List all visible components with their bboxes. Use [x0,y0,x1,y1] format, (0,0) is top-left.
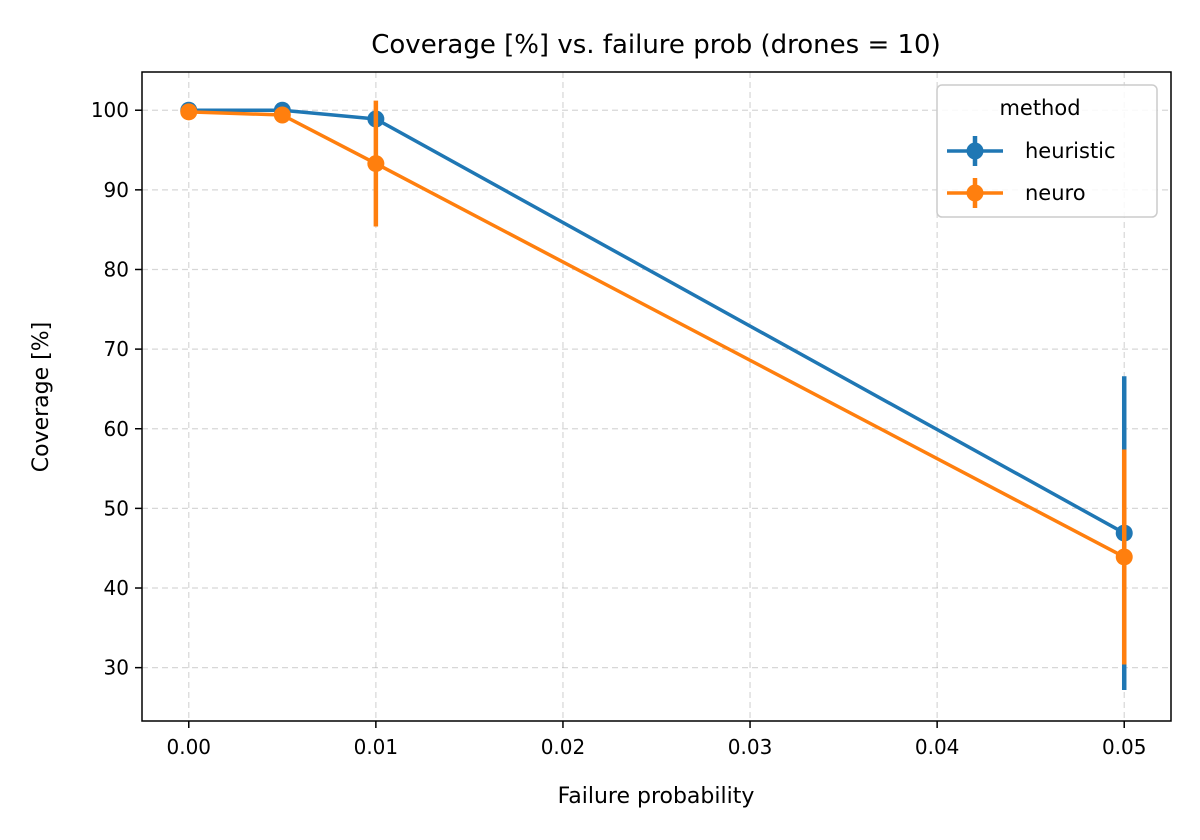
x-axis-ticks: 0.00 0.01 0.02 0.03 0.04 0.05 [167,721,1147,759]
legend-label-heuristic: heuristic [1025,139,1116,163]
chart-title: Coverage [%] vs. failure prob (drones = … [371,30,940,60]
x-tick-label: 0.00 [167,735,212,759]
legend-item-heuristic: heuristic [947,136,1116,166]
x-tick-label: 0.04 [915,735,960,759]
x-tick-label: 0.01 [354,735,399,759]
data-point-neuro [180,103,198,121]
data-point-neuro [1115,548,1133,566]
y-tick-label: 30 [104,656,129,680]
series-neuro [180,100,1133,665]
y-tick-label: 40 [104,576,129,600]
y-axis-label: Coverage [%] [29,322,54,472]
y-tick-label: 60 [104,417,129,441]
y-axis-ticks: 30 40 50 60 70 80 90 100 [91,98,142,680]
legend-title: method [999,96,1080,120]
grid-lines [142,72,1171,721]
y-tick-label: 90 [104,178,129,202]
legend-label-neuro: neuro [1025,181,1086,205]
data-point-neuro [273,106,291,124]
series-layer [180,100,1133,690]
data-point-neuro [367,155,385,173]
x-tick-label: 0.02 [541,735,586,759]
series-line-neuro [188,110,1126,559]
y-tick-label: 80 [104,257,129,281]
legend-item-neuro: neuro [947,178,1086,208]
plot-frame [141,71,1172,722]
legend-marker-neuro [966,184,984,202]
legend: method heuristic neuro [936,84,1158,218]
x-axis-label: Failure probability [558,784,755,809]
x-tick-label: 0.03 [728,735,773,759]
y-tick-label: 50 [104,496,129,520]
x-tick-label: 0.05 [1102,735,1147,759]
y-tick-label: 70 [104,337,129,361]
series-line-heuristic [188,108,1126,535]
legend-marker-heuristic [966,142,984,160]
legend-items: heuristic neuro [947,136,1116,208]
y-tick-label: 100 [91,98,129,122]
legend-box [936,84,1158,218]
